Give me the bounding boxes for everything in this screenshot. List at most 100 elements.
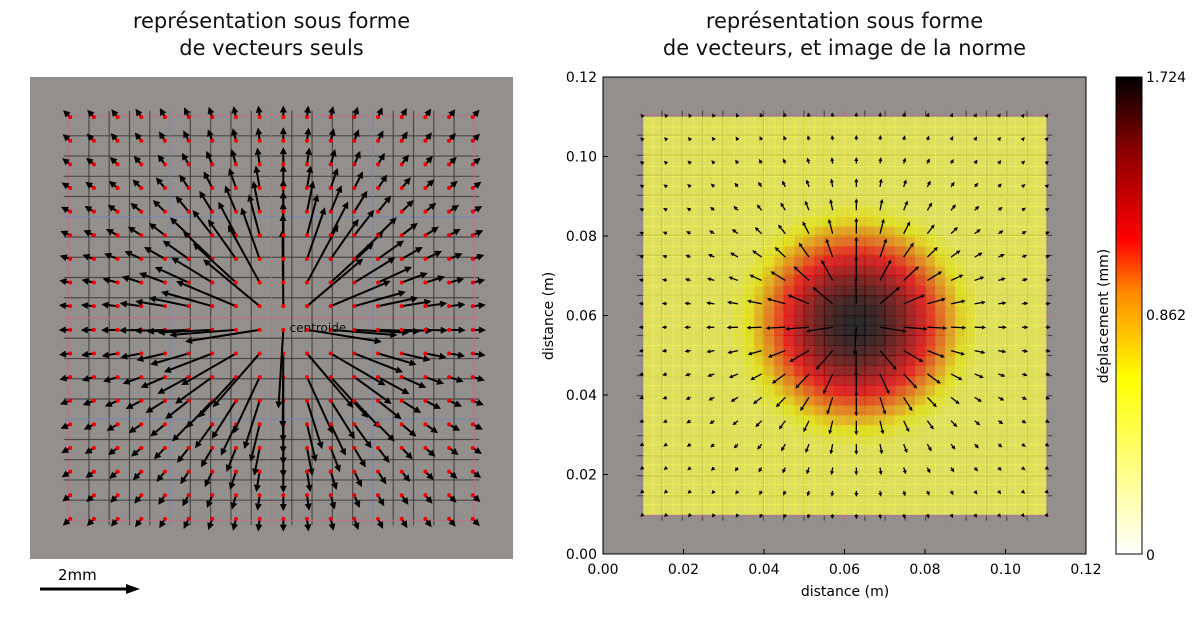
heatmap-cell [955, 255, 966, 267]
heatmap-cell [753, 285, 765, 297]
left-point [447, 493, 452, 498]
left-vector [155, 298, 189, 308]
left-vector [187, 235, 213, 260]
heatmap-cell [914, 464, 926, 476]
right-vector-head [785, 326, 790, 331]
right-vector [950, 229, 956, 235]
heatmap-cell [945, 146, 956, 158]
left-vector-head [80, 326, 88, 334]
left-point [91, 469, 96, 474]
heatmap-cell [995, 126, 1007, 138]
heatmap-cell [774, 285, 785, 297]
heatmap-cell [824, 186, 836, 197]
heatmap-cell [643, 365, 654, 376]
right-vector-head [878, 514, 883, 520]
heatmap-cell [834, 136, 846, 148]
right-vector [926, 467, 930, 471]
heatmap-cell [955, 494, 966, 505]
heatmap-cell [874, 375, 886, 386]
heatmap-cell [723, 116, 735, 128]
heatmap-cell [643, 196, 654, 207]
heatmap-cell [814, 395, 825, 406]
left-point [447, 138, 452, 143]
heatmap-cell [975, 335, 986, 346]
heatmap-cell [653, 385, 664, 396]
heatmap-cell [975, 434, 986, 446]
heatmap-cell [844, 375, 856, 386]
heatmap-cell [1035, 365, 1047, 376]
heatmap-cell [693, 414, 705, 426]
heatmap-cell [945, 345, 956, 356]
heatmap-cell [864, 196, 876, 207]
heatmap-cell [643, 395, 654, 406]
right-vector-head [904, 200, 909, 206]
heatmap-cell [995, 285, 1007, 297]
heatmap-cell [784, 504, 795, 515]
left-vector-head [128, 426, 137, 434]
heatmap-cell [824, 325, 836, 336]
heatmap-cell [653, 226, 664, 237]
left-vector-head [158, 497, 166, 505]
heatmap-cell [764, 116, 775, 128]
heatmap-cell [794, 315, 805, 327]
heatmap-cell [864, 365, 876, 376]
left-point [115, 351, 120, 356]
heatmap-cell [663, 365, 675, 376]
heatmap-cell [784, 245, 795, 257]
heatmap-cell [874, 206, 886, 217]
heatmap-cell [834, 335, 846, 346]
heatmap-cell [673, 206, 685, 217]
heatmap-cell [743, 245, 755, 257]
right-vector-head [852, 351, 857, 356]
heatmap-cell [844, 464, 856, 476]
left-vector-head [255, 105, 263, 114]
right-vector [974, 373, 981, 377]
heatmap-cell [723, 216, 735, 227]
heatmap-cell [854, 136, 866, 148]
heatmap-cell [874, 454, 886, 466]
heatmap-cell [743, 365, 755, 376]
heatmap-cell [945, 275, 956, 287]
heatmap-cell [904, 474, 916, 486]
heatmap-cell [965, 136, 976, 148]
left-point [139, 422, 144, 427]
heatmap-cell [854, 444, 866, 456]
right-vector-head [973, 490, 978, 495]
left-point [399, 304, 404, 309]
left-vector-head [307, 468, 315, 476]
heatmap-cell [713, 166, 725, 177]
left-vector-head [331, 482, 338, 490]
heatmap-cell [995, 355, 1007, 366]
heatmap-cell [945, 255, 956, 267]
left-vector-head [157, 328, 165, 336]
left-vector-head [408, 359, 417, 367]
heatmap-cell [1025, 196, 1037, 207]
heatmap-cell [713, 245, 725, 257]
heatmap-cell [814, 464, 825, 476]
right-vector-head [733, 444, 738, 449]
heatmap-cell [1025, 245, 1037, 257]
right-vector [903, 224, 909, 234]
left-vector-head [474, 205, 483, 213]
heatmap-cell [834, 504, 846, 515]
heatmap-cell [965, 216, 976, 227]
heatmap-cell [774, 315, 785, 327]
heatmap-cell [643, 464, 654, 476]
right-vector [809, 326, 833, 332]
heatmap-cell [693, 245, 705, 257]
heatmap-cell [854, 305, 866, 317]
left-point [399, 115, 404, 120]
heatmap-cell [914, 166, 926, 177]
left-point [233, 256, 238, 261]
heatmap-cell [1035, 245, 1047, 257]
heatmap-cell [673, 395, 685, 406]
heatmap-cell [794, 464, 805, 476]
left-vector-head [120, 352, 128, 360]
left-point [162, 209, 167, 214]
heatmap-cell [743, 255, 755, 267]
right-vector [777, 249, 786, 258]
heatmap-cell [1035, 166, 1047, 177]
right-vector [804, 420, 810, 429]
heatmap-cell [955, 176, 966, 187]
heatmap-cell [834, 166, 846, 177]
